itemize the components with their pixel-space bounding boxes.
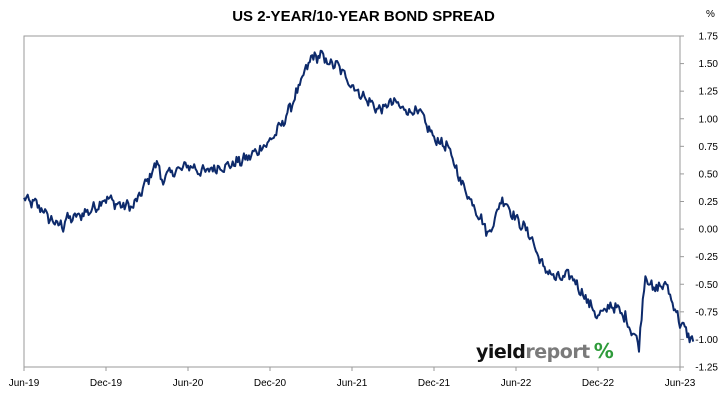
- y-tick-label: -1.25: [695, 363, 718, 374]
- y-tick-label: 1.25: [699, 87, 719, 98]
- yieldreport-logo: yieldreport%: [476, 339, 614, 363]
- logo-word-yield: yield: [476, 341, 526, 363]
- logo-word-report: report: [525, 341, 590, 363]
- x-tick-label: Jun-23: [665, 378, 696, 389]
- y-axis-ticks: 1.75 1.50 1.25 1.00 0.75 0.50 0.25 0.00 -0.25 -0.…: [680, 32, 718, 374]
- x-tick-label: Jun-21: [337, 378, 368, 389]
- y-tick-label: 0.50: [699, 169, 719, 180]
- chart-title: US 2-YEAR/10-YEAR BOND SPREAD: [232, 8, 495, 25]
- y-tick-label: 1.50: [699, 59, 719, 70]
- y-tick-label: 1.75: [699, 32, 719, 43]
- percent-logo-icon: %: [593, 339, 614, 363]
- series-line: [23, 49, 695, 353]
- y-tick-label: 0.25: [699, 197, 719, 208]
- x-tick-label: Dec-22: [582, 378, 615, 389]
- y-tick-label: -0.25: [695, 252, 718, 263]
- y-tick-label: -1.00: [695, 335, 718, 346]
- x-tick-label: Dec-21: [418, 378, 451, 389]
- x-tick-label: Jun-20: [173, 378, 204, 389]
- y-unit-label: %: [706, 9, 715, 20]
- x-tick-label: Jun-22: [501, 378, 532, 389]
- y-tick-label: -0.50: [695, 280, 718, 291]
- x-tick-label: Dec-20: [254, 378, 287, 389]
- series-layer: [23, 49, 695, 353]
- y-tick-label: 0.75: [699, 142, 719, 153]
- x-axis-ticks: Jun-19 Dec-19 Jun-20 Dec-20 Jun-21 Dec-21 Jun-…: [9, 367, 696, 389]
- y-tick-label: 0.00: [699, 225, 719, 236]
- x-tick-label: Jun-19: [9, 378, 40, 389]
- y-tick-label: -0.75: [695, 307, 718, 318]
- y-tick-label: 1.00: [699, 114, 719, 125]
- x-tick-label: Dec-19: [90, 378, 123, 389]
